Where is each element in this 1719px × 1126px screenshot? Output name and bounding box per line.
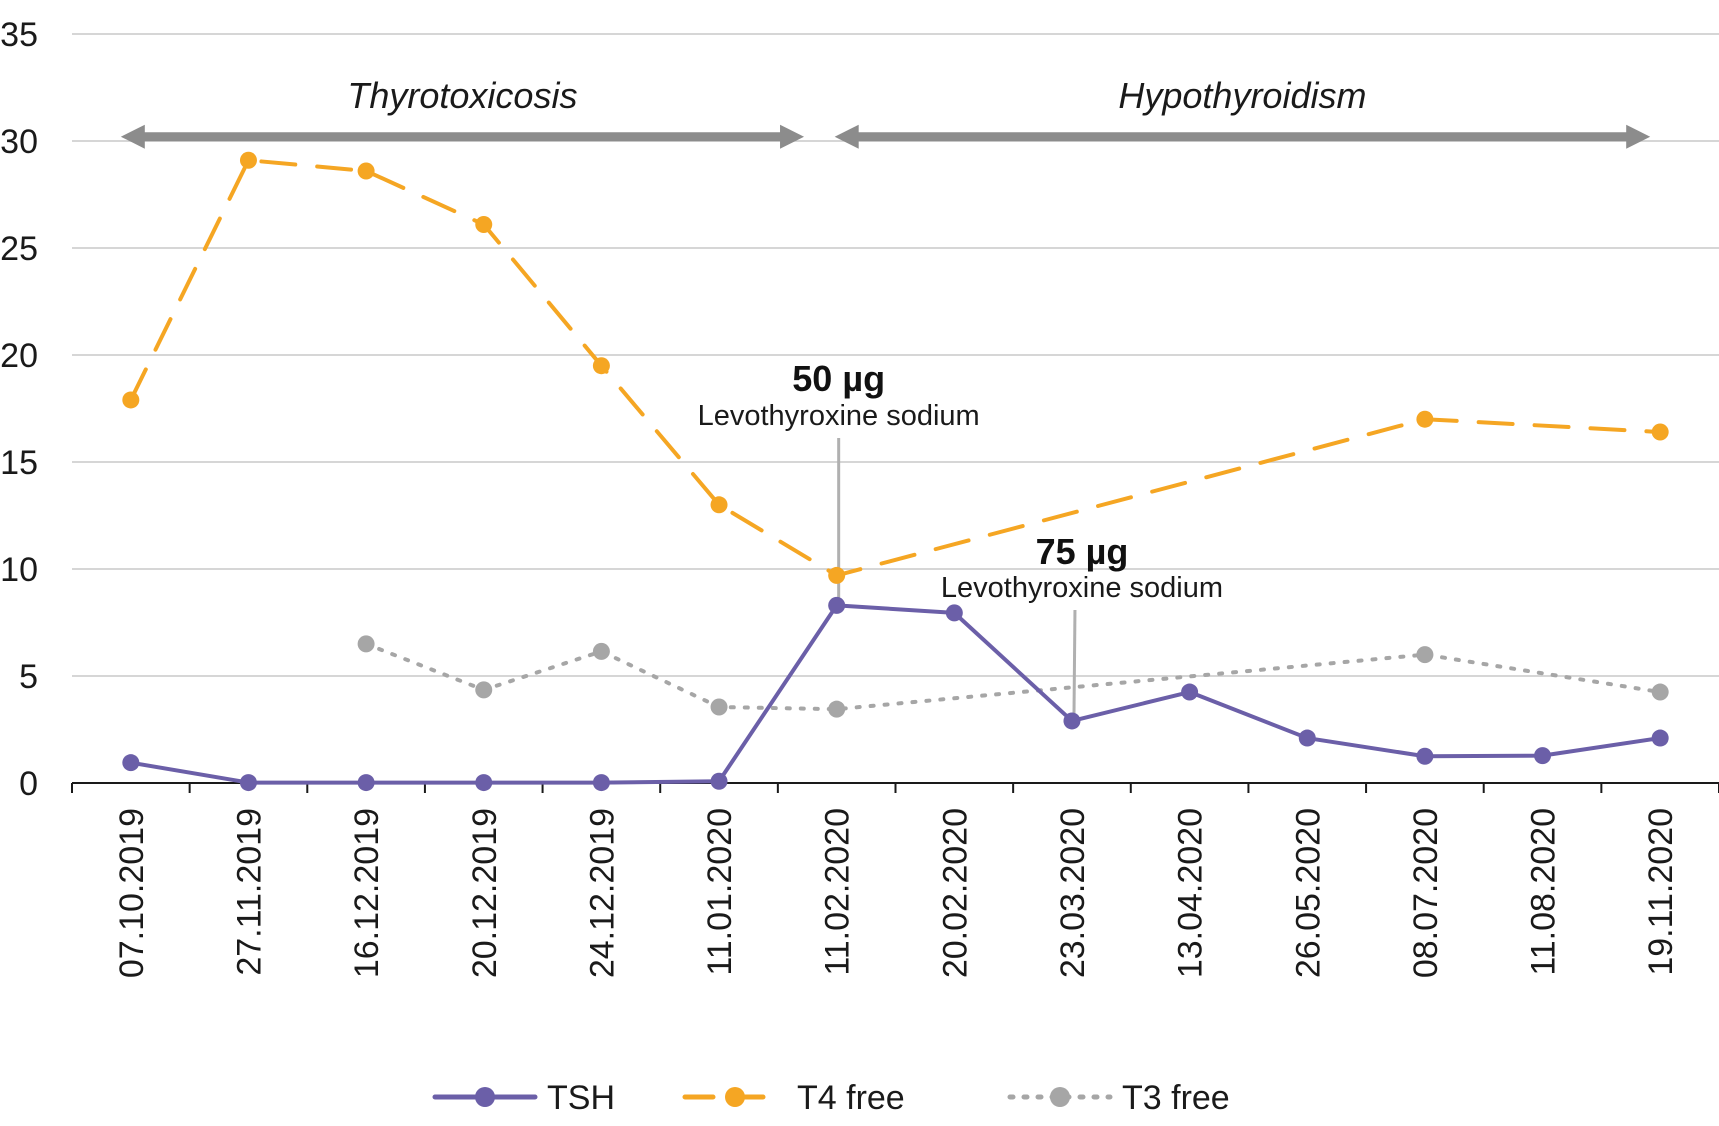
data-point-t3-free [357, 635, 375, 653]
legend: TSH T4 free T3 free [432, 1079, 1230, 1117]
x-tick-label: 11.08.2020 [1525, 808, 1563, 976]
x-tick-label: 23.03.2020 [1054, 808, 1092, 978]
x-tick-label: 19.11.2020 [1642, 808, 1680, 976]
data-point-t4-free [475, 215, 493, 233]
x-tick-label: 24.12.2019 [583, 808, 621, 978]
data-point-tsh [1416, 747, 1434, 765]
x-tick-label: 13.04.2020 [1172, 808, 1210, 978]
data-point-tsh [1534, 747, 1552, 765]
data-point-t4-free [122, 391, 140, 409]
legend-label: T4 free [797, 1079, 905, 1117]
data-point-t4-free [357, 162, 375, 180]
y-tick-label: 20 [0, 337, 38, 375]
data-point-tsh [592, 774, 610, 792]
data-point-tsh [122, 754, 140, 772]
data-point-t4-free [1651, 423, 1669, 441]
x-tick-label: 27.11.2019 [230, 808, 268, 976]
x-tick-label: 07.10.2019 [113, 808, 151, 978]
legend-marker-tsh [475, 1087, 495, 1107]
data-point-t4-free [239, 151, 257, 169]
y-tick-label: 30 [0, 123, 38, 161]
data-point-t3-free [828, 700, 846, 718]
x-tick-label: 08.07.2020 [1407, 808, 1445, 978]
period-label: Hypothyroidism [1118, 75, 1366, 116]
data-point-tsh [1181, 683, 1199, 701]
gridlines [72, 33, 1719, 677]
y-tick-label: 25 [0, 230, 38, 268]
x-axis: 07.10.2019 27.11.2019 16.12.2019 20.12.2019… [71, 782, 1719, 978]
period-arrowhead-left [834, 124, 859, 149]
x-tick-label: 20.02.2020 [936, 808, 974, 978]
annotation-dose: 75 µg [1036, 531, 1129, 572]
legend-label: TSH [547, 1079, 615, 1117]
x-tick-label: 16.12.2019 [348, 808, 386, 978]
x-tick-label: 26.05.2020 [1289, 808, 1327, 978]
period-arrowhead-left [120, 124, 145, 149]
data-point-tsh [828, 596, 846, 614]
legend-marker-t3-free [1050, 1087, 1070, 1107]
annotation-drug: Levothyroxine sodium [941, 572, 1223, 604]
data-point-t3-free [710, 698, 728, 716]
series-line-tsh [128, 603, 1663, 785]
data-point-t3-free [592, 642, 610, 660]
x-tick-label: 11.01.2020 [701, 808, 739, 976]
data-point-t3-free [1651, 683, 1669, 701]
y-axis-ticks: 0 5 10 15 20 25 30 35 [0, 16, 38, 803]
data-point-tsh [1063, 712, 1081, 730]
y-tick-label: 15 [0, 444, 38, 482]
data-point-t4-free [710, 496, 728, 514]
data-point-tsh [475, 774, 493, 792]
data-point-tsh [1298, 729, 1316, 747]
x-tick-label: 20.12.2019 [466, 808, 504, 978]
series-line-t4-free [128, 158, 1663, 578]
data-point-t4-free [1416, 410, 1434, 428]
data-series [122, 151, 1669, 792]
legend-marker-t4-free [725, 1087, 745, 1107]
data-point-t4-free [592, 357, 610, 375]
y-tick-label: 0 [19, 765, 38, 803]
period-arrowhead-right [1626, 124, 1651, 149]
data-point-t3-free [475, 681, 493, 699]
annotation-pointer [1072, 609, 1077, 717]
period-label: Thyrotoxicosis [347, 75, 577, 116]
data-point-tsh [710, 772, 728, 790]
period-arrowhead-right [780, 124, 805, 149]
period-arrows: Thyrotoxicosis Hypothyroidism [120, 75, 1651, 149]
y-tick-label: 35 [0, 16, 38, 54]
x-tick-label: 11.02.2020 [819, 808, 857, 976]
y-tick-label: 5 [19, 658, 38, 696]
y-tick-label: 10 [0, 551, 38, 589]
data-point-t4-free [828, 566, 846, 584]
data-point-tsh [357, 774, 375, 792]
data-point-tsh [945, 604, 963, 622]
annotation-drug: Levothyroxine sodium [698, 400, 980, 432]
legend-label: T3 free [1122, 1079, 1230, 1117]
data-point-t3-free [1416, 646, 1434, 664]
data-point-tsh [239, 774, 257, 792]
annotation-dose: 50 µg [792, 358, 885, 399]
data-point-tsh [1651, 729, 1669, 747]
